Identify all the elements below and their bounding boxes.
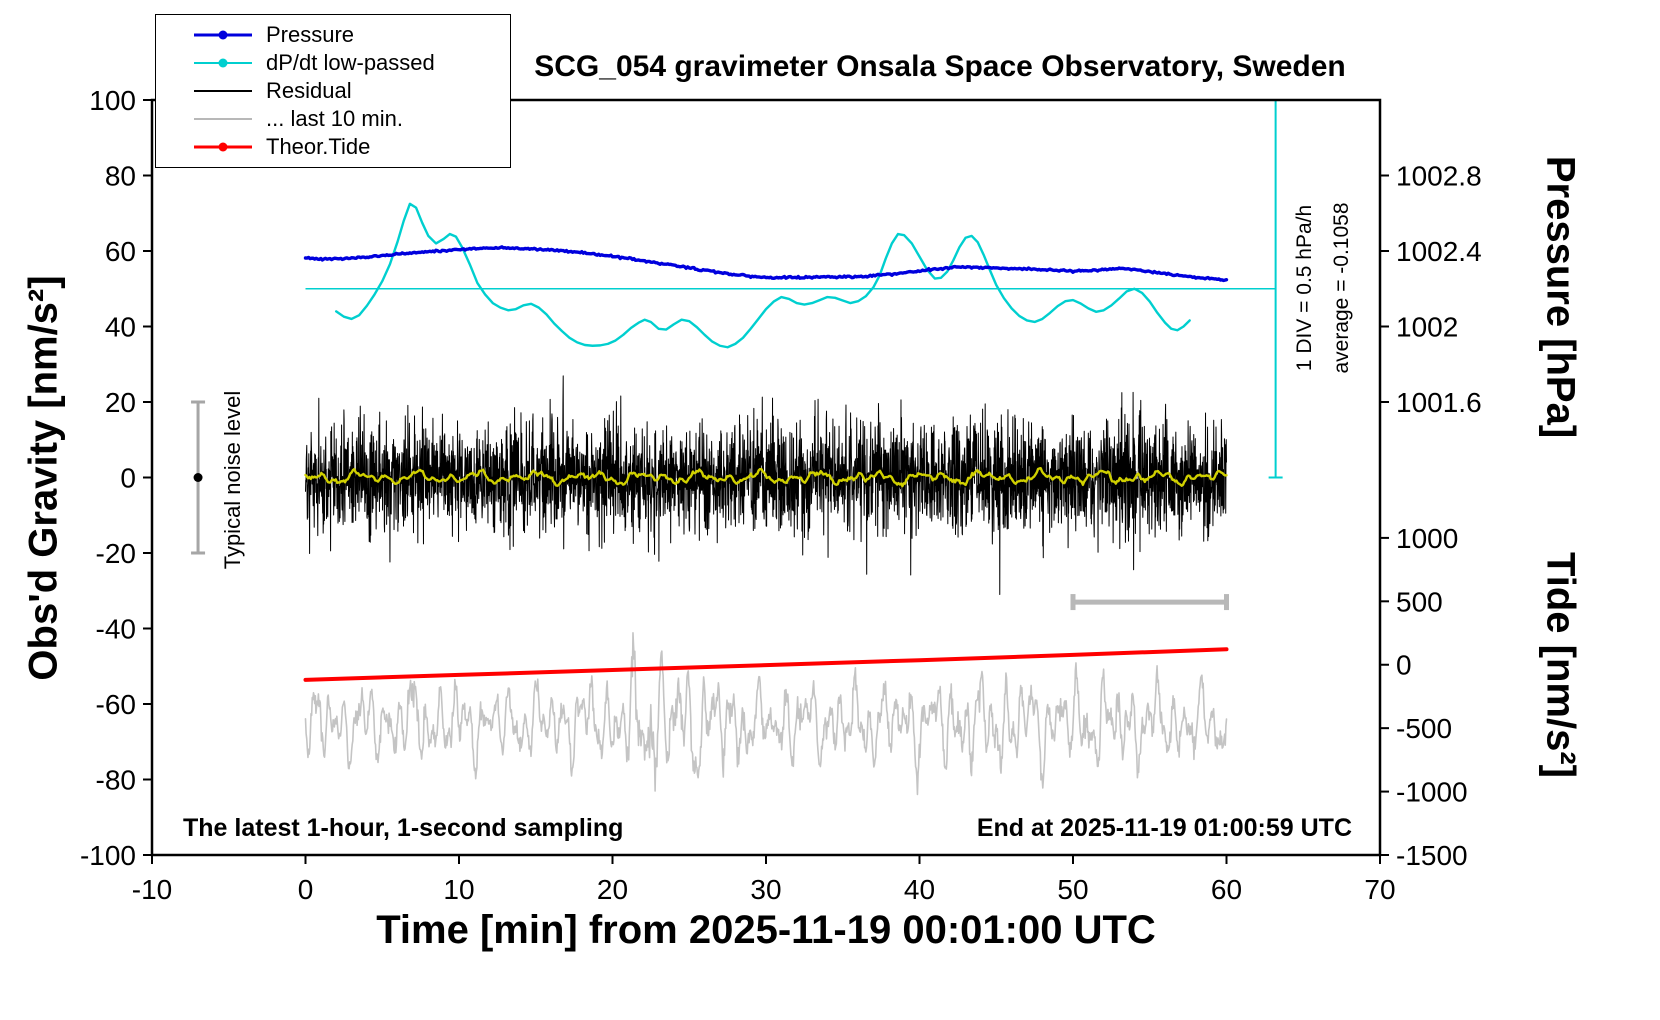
y-axis-label-left: Obs'd Gravity [nm/s²] (21, 275, 66, 681)
legend-swatch-icon (194, 112, 252, 126)
legend-swatch-icon (194, 56, 252, 70)
tide-axis-tick-label: 0 (1396, 650, 1412, 681)
tide-axis-tick-label: 500 (1396, 586, 1443, 617)
x-axis-tick-label: 10 (443, 874, 474, 905)
chart-title: SCG_054 gravimeter Onsala Space Observat… (534, 50, 1346, 83)
pressure-series-line (303, 245, 1229, 283)
legend-line-icon (194, 90, 252, 92)
end-time-note: End at 2025-11-19 01:00:59 UTC (976, 814, 1352, 842)
legend-swatch-icon (194, 84, 252, 98)
legend-label: dP/dt low-passed (266, 50, 435, 75)
pressure-axis-tick-label: 1002.8 (1396, 161, 1482, 192)
tide-axis-tick-label: -500 (1396, 713, 1452, 744)
x-axis-label: Time [min] from 2025-11-19 00:01:00 UTC (376, 908, 1156, 952)
left-axis-tick-label: 100 (89, 85, 136, 116)
x-axis-tick-label: -10 (132, 874, 172, 905)
pressure-axis-tick-label: 1002.4 (1396, 236, 1482, 267)
legend-item: Pressure (156, 22, 510, 47)
left-axis-tick-label: 80 (105, 161, 136, 192)
legend-label: Pressure (266, 22, 355, 47)
last10min-series-line (304, 632, 1228, 796)
x-axis-tick-label: 40 (904, 874, 935, 905)
dpdt-series-line (335, 202, 1191, 349)
legend-item: ... last 10 min. (156, 106, 510, 131)
x-axis-tick-label: 70 (1364, 874, 1395, 905)
x-axis-tick-label: 50 (1057, 874, 1088, 905)
pressure-axis-tick-label: 1001.6 (1396, 387, 1482, 418)
legend: Pressure dP/dt low-passed Residual ... last… (155, 14, 511, 168)
legend-item: dP/dt low-passed (156, 50, 510, 75)
tide-axis-tick-label: -1500 (1396, 840, 1468, 871)
legend-dot-icon (218, 142, 228, 152)
legend-label: Theor.Tide (266, 134, 371, 159)
theor-tide-series-line (303, 647, 1229, 682)
left-axis-tick-label: 40 (105, 312, 136, 343)
legend-label: Residual (266, 78, 352, 103)
left-axis-tick-label: -40 (96, 614, 136, 645)
legend-dot-icon (218, 58, 228, 68)
y-axis-label-pressure: Pressure [hPa] (1538, 155, 1583, 439)
tide-axis-tick-label: 1000 (1396, 523, 1458, 554)
legend-dot-icon (218, 30, 228, 40)
x-axis-tick-label: 0 (298, 874, 314, 905)
average-label: average = -0.1058 (1330, 202, 1353, 374)
left-axis-tick-label: 60 (105, 236, 136, 267)
noise-level-dot (193, 473, 203, 482)
legend-label: ... last 10 min. (266, 106, 403, 131)
x-axis-tick-label: 30 (750, 874, 781, 905)
residual-series-line (305, 375, 1227, 596)
legend-line-icon (194, 118, 252, 120)
left-axis-tick-label: -80 (96, 765, 136, 796)
legend-swatch-icon (194, 140, 252, 154)
legend-item: Theor.Tide (156, 134, 510, 159)
residual-lowpass-series-line (304, 466, 1228, 488)
sampling-note: The latest 1-hour, 1-second sampling (183, 814, 624, 842)
legend-swatch-icon (194, 28, 252, 42)
tide-axis-tick-label: -1000 (1396, 777, 1468, 808)
left-axis-tick-label: -100 (80, 840, 136, 871)
x-axis-tick-label: 60 (1211, 874, 1242, 905)
left-axis-tick-label: -60 (96, 689, 136, 720)
noise-level-label: Typical noise level (220, 390, 245, 570)
left-axis-tick-label: 0 (120, 463, 136, 494)
left-axis-tick-label: -20 (96, 538, 136, 569)
div-scale-label: 1 DIV = 0.5 hPa/h (1293, 204, 1316, 372)
pressure-axis-tick-label: 1002 (1396, 312, 1458, 343)
left-axis-tick-label: 20 (105, 387, 136, 418)
legend-item: Residual (156, 78, 510, 103)
y-axis-label-tide: Tide [nm/s²] (1538, 552, 1583, 778)
x-axis-tick-label: 20 (597, 874, 628, 905)
